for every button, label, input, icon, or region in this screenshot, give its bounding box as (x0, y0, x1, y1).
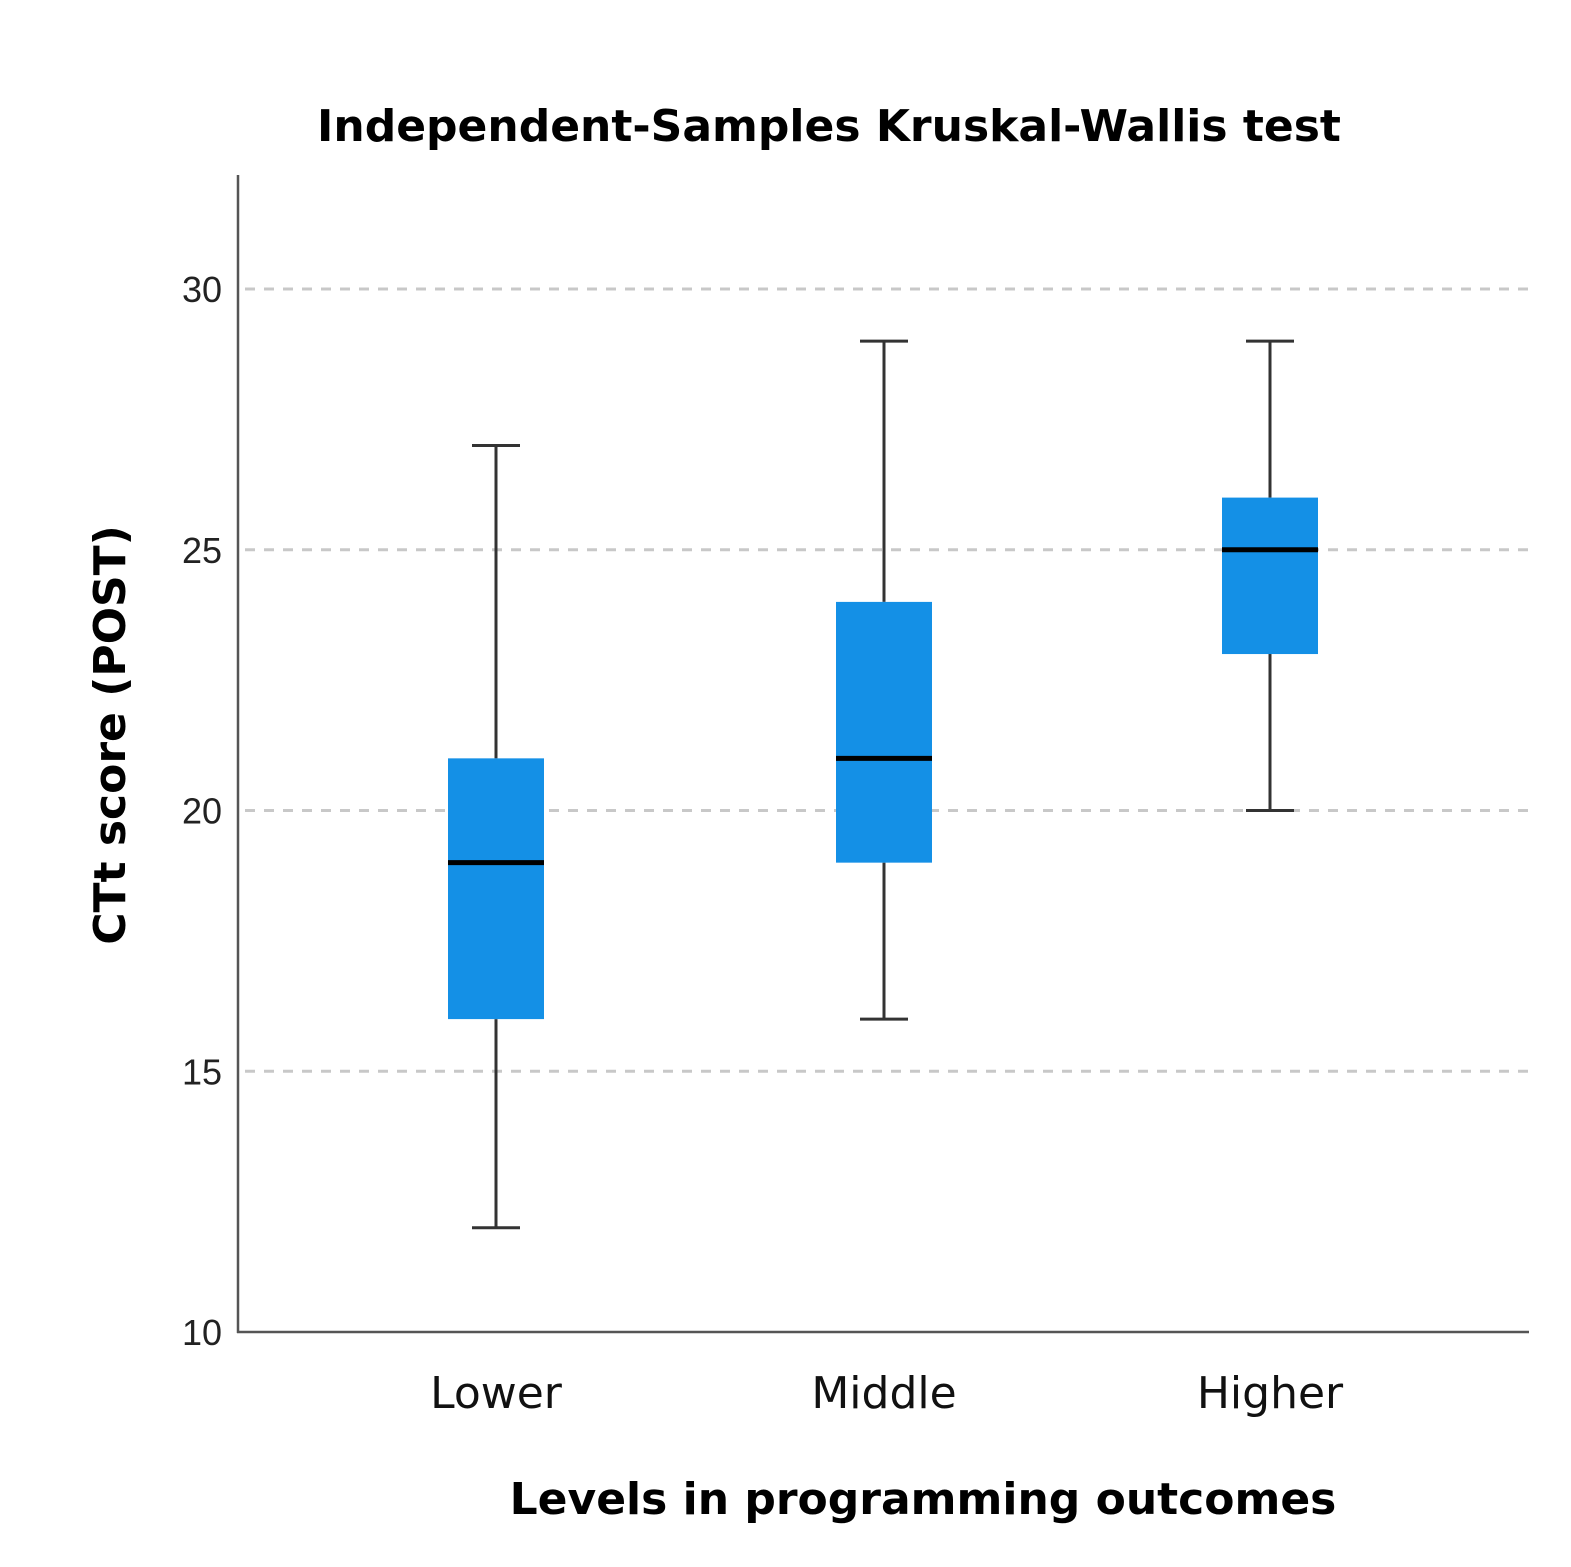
y-tick-label: 20 (182, 791, 222, 832)
chart-title: Independent-Samples Kruskal-Wallis test (317, 101, 1341, 152)
y-ticks: 10 15 20 25 30 (182, 269, 222, 1353)
y-tick-label: 15 (182, 1051, 222, 1092)
x-tick-label: Lower (430, 1368, 563, 1419)
y-axis-label: CTt score (POST) (85, 525, 136, 945)
x-ticks: Lower Middle Higher (430, 1368, 1344, 1419)
x-tick-label: Higher (1197, 1368, 1344, 1419)
iqr-box (448, 758, 544, 1020)
box-lower (448, 443, 544, 1230)
y-tick-label: 30 (182, 269, 222, 310)
y-tick-label: 25 (182, 530, 222, 571)
boxes (448, 339, 1318, 1230)
iqr-box (1222, 497, 1318, 655)
y-tick-label: 10 (182, 1312, 222, 1353)
box-middle (836, 339, 932, 1021)
x-axis-label: Levels in programming outcomes (510, 1474, 1337, 1525)
iqr-box (836, 601, 932, 863)
x-tick-label: Middle (811, 1368, 956, 1419)
box-higher (1222, 339, 1318, 812)
